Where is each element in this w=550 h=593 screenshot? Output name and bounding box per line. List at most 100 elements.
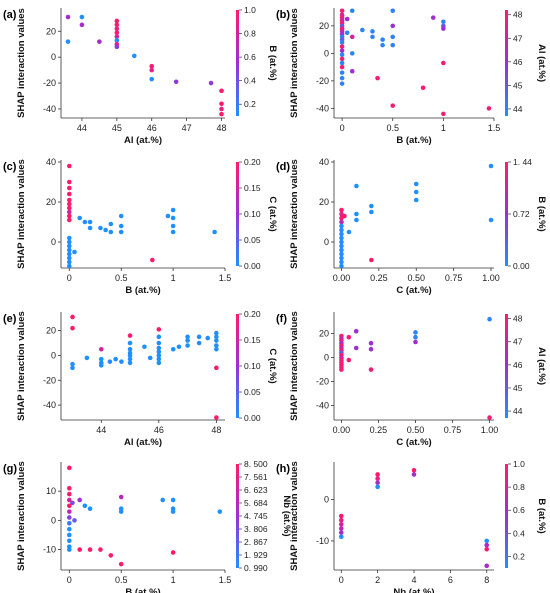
data-point [354,183,359,189]
data-point [342,213,347,219]
x-tick-label: 46 [147,123,157,133]
data-point [67,217,72,223]
y-tick-label: 20 [46,197,56,207]
data-point [156,356,162,362]
data-point [149,76,155,82]
colorbar-tick-label: 48 [513,314,523,324]
data-point [150,257,155,263]
data-point [214,338,219,343]
colorbar-tick-label: 0.10 [244,361,261,371]
colorbar-tick-label: 0.20 [244,157,261,167]
x-tick-label: 0.75 [445,273,463,283]
data-point [390,23,396,29]
x-tick-label: 1.5 [219,575,232,585]
data-point [339,60,345,66]
data-point [338,517,344,523]
x-tick-label: 1.00 [481,425,499,435]
data-point [339,75,345,81]
colorbar-tick-label: 0.00 [244,261,261,271]
data-point [346,229,352,235]
x-tick-label: 0.75 [444,425,462,435]
colorbar-tick-label: 0.00 [244,413,261,423]
x-tick-label: 1.5 [219,273,232,283]
panel-g: (g) 0 0.5 1 1.5 -10 0 10 B (at.%) SHAP interactio… [3,459,292,593]
x-tick-label: 45 [112,123,122,133]
x-tick-label: 2 [375,575,380,585]
colorbar-tick-label: 4. 745 [244,511,268,521]
y-axis-label: SHAP interaction values [289,461,300,571]
data-point [185,334,190,340]
x-tick-label: 0.00 [333,425,351,435]
data-point [114,18,120,24]
x-tick-label: 1.00 [482,273,500,283]
colorbar-tick-label: 3. 806 [244,524,268,534]
data-point [67,239,72,245]
data-point [70,314,75,320]
data-point [214,415,219,420]
x-tick-label: 1 [171,273,176,283]
x-tick-label: 0.5 [115,273,128,283]
colorbar [505,162,508,266]
data-point [118,223,124,229]
data-point [339,243,344,249]
data-point [77,497,82,503]
data-point [375,75,380,81]
data-point [339,259,344,265]
x-tick-label: 48 [217,123,227,133]
data-point [170,497,176,503]
colorbar-label: B (at.%) [267,45,278,80]
panel-b: (b) 0 0.5 1 1.5 -40 -20 0 20 B (at.%) SHAP interac… [276,8,547,146]
data-point [114,38,120,43]
x-tick-label: 8 [484,575,489,585]
colorbar-tick-label: 8. 500 [244,459,268,469]
data-point [170,229,176,235]
data-point [67,209,72,215]
data-point [84,355,90,361]
data-point [65,39,71,44]
y-axis-label: SHAP interaction values [16,159,27,269]
data-point [149,63,155,69]
colorbar-tick-label: 0.6 [244,52,256,62]
y-tick-label: 0 [324,494,329,504]
data-point [339,227,344,233]
panel-a: (a) 44 45 46 47 48 -40 -20 0 20 Al (at.%) SHAP inte… [3,5,278,146]
colorbar-tick-label: 47 [513,337,523,347]
data-point [118,509,124,514]
data-point [67,179,72,185]
colorbar-label: C (at.%) [267,196,278,231]
data-point [488,163,494,169]
colorbar-tick-label: 0.2 [513,551,525,561]
data-point [339,64,345,70]
data-point [67,243,72,249]
data-point [67,213,72,219]
data-point [375,472,380,477]
colorbar-tick-label: 1. 929 [244,550,268,560]
data-point [346,357,352,363]
colorbar-tick-label: 2. 867 [244,537,268,547]
data-point [219,111,224,117]
panel-c: (c) 0 0.5 1 1.5 0 20 40 B (at.%) SHAP interaction… [3,157,278,296]
data-point [118,229,124,235]
data-point [208,80,214,86]
data-point [118,213,124,219]
data-point [338,522,344,527]
colorbar [236,10,239,116]
data-point [390,42,396,48]
y-tick-label: 0 [324,353,329,363]
colorbar-label: B (at.%) [536,498,547,533]
data-point [67,235,72,241]
y-tick-label: -40 [316,401,329,411]
data-point [114,44,120,50]
y-tick-label: -20 [316,377,329,387]
data-point [170,509,176,514]
colorbar-label: Nb (at.%) [281,495,292,536]
data-point [127,356,133,362]
data-point [170,223,176,229]
data-point [205,335,211,341]
colorbar [236,464,239,568]
x-tick-label: 1 [441,123,446,133]
data-point [344,16,350,22]
data-point [339,207,344,213]
data-point [127,333,133,338]
